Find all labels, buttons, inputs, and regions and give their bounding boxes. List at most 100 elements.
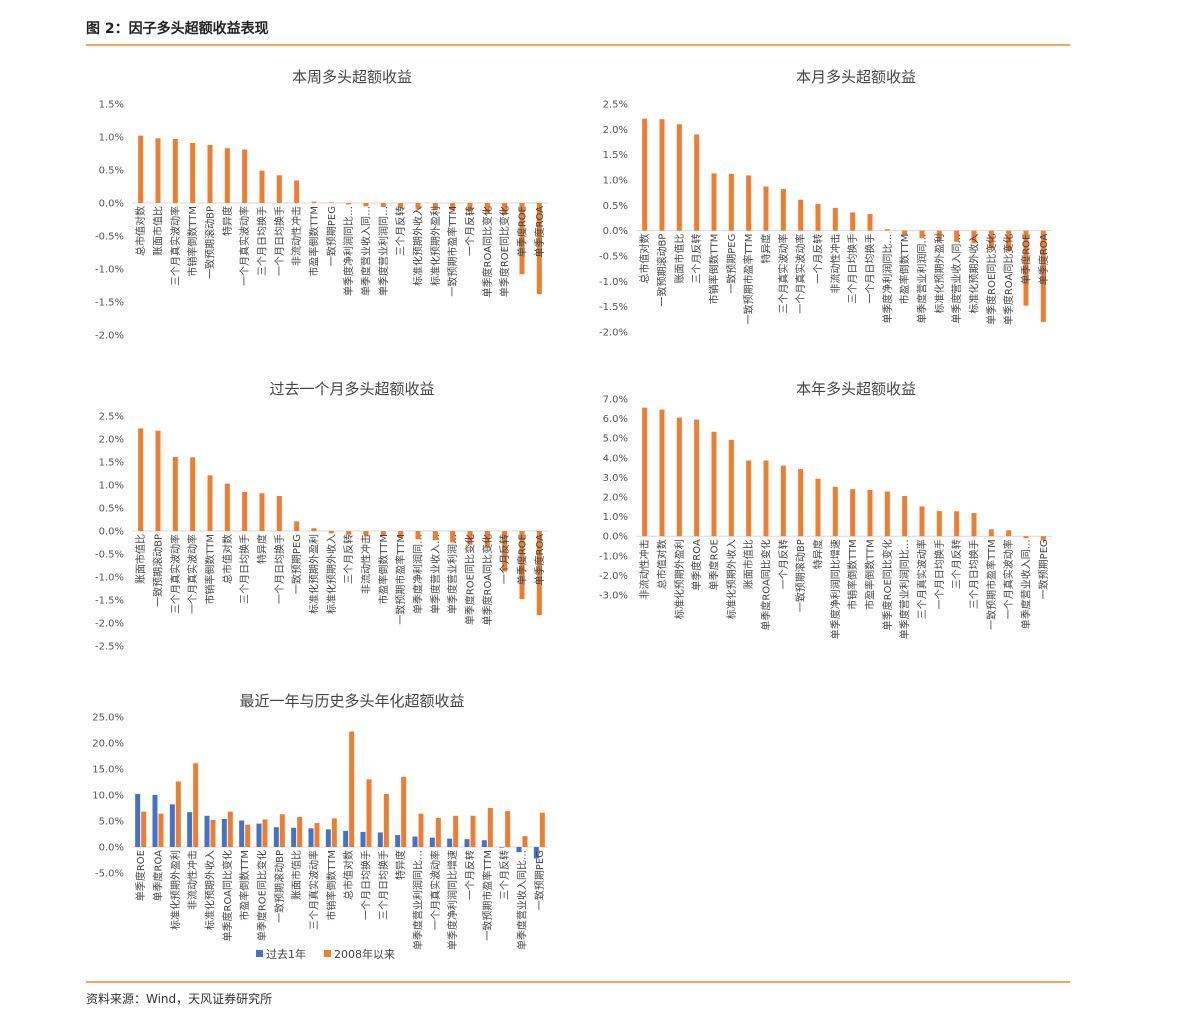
category-label: 一致预期市盈率TTM [742,234,755,325]
bar [954,230,960,242]
category-label: 单季度营业利润同… [377,206,390,296]
bar [536,531,542,616]
bar [780,465,786,537]
y-tick-label: 1.5% [603,150,628,161]
bar [138,135,144,203]
bar [936,511,942,537]
category-label: 单季度ROA [152,850,165,902]
bar [711,431,717,537]
bar [398,203,404,209]
category-label: 一个月真实波动率 [794,234,807,314]
category-label: 一致预期市盈率TTM [985,539,998,630]
bar [311,528,317,531]
bar [273,827,279,847]
category-label: 一个月日均换手 [933,539,946,609]
category-label: 单季度净利润同比增速 [446,850,459,950]
bar [259,170,265,203]
category-label: 单季度ROA同比变化 [1002,234,1015,325]
legend-label: 2008年以来 [334,947,395,961]
bar [519,531,525,600]
bar [193,763,199,847]
bar [276,496,282,531]
category-label: 三个月真实波动率 [169,206,182,286]
bar [450,531,456,543]
category-label: 三个月真实波动率 [777,234,790,314]
bar [311,201,317,203]
legend-swatch [324,950,331,957]
bar [746,175,752,231]
bar [155,138,161,203]
bar [262,819,268,847]
category-label: 三个月真实波动率 [308,850,321,930]
bar [516,847,522,853]
bar [1006,230,1012,251]
bar [363,531,369,536]
bar [676,124,682,231]
bar [227,811,233,847]
category-label: 标准化预期外盈利 [429,206,442,286]
bar [349,731,355,847]
bar [294,521,300,531]
category-label: 单季度ROE同比变化 [985,234,998,325]
bar [453,815,459,847]
bar [484,203,490,213]
y-tick-label: 10.0% [92,791,124,802]
y-tick-label: 2.5% [99,412,124,423]
bar [450,203,456,211]
bar [279,814,285,847]
bar [936,230,942,240]
bar [487,808,493,847]
category-label: 一致预期市盈率TTM [481,850,494,941]
bar [832,207,838,231]
category-label: 单季度净利润同比… [881,234,894,324]
bar [224,483,230,531]
category-label: 非流动性冲击 [638,539,651,599]
category-label: 一个月反转 [777,539,790,589]
category-label: 三个月日均换手 [256,206,269,276]
category-label: 单季度ROE [708,539,721,590]
bar [141,811,147,847]
bar [366,779,372,847]
category-label: 单季度净利润同比增速 [829,539,842,639]
bar [415,203,421,209]
y-tick-label: 0.0% [99,843,124,854]
bar [259,493,265,531]
category-label: 特异度 [221,206,234,236]
bar [245,824,251,847]
bar [1006,530,1012,537]
category-label: 一个月反转 [812,234,825,284]
bar [152,795,158,847]
bar [919,230,925,239]
bar [954,511,960,537]
bar [210,819,216,847]
category-label: 总市值对数 [221,534,234,584]
chart-title: 本月多头超额收益 [796,68,916,86]
category-label: 非流动性冲击 [829,234,842,294]
category-label: 一个月反转 [498,534,511,584]
chart-title: 本年多头超额收益 [796,380,916,398]
bar [484,531,490,548]
bar [432,203,438,210]
category-label: 市销率倒数TTM [186,206,199,277]
y-tick-label: -5.0% [95,869,124,880]
y-tick-label: 0.5% [603,201,628,212]
bar [346,203,352,205]
bar [418,813,424,847]
bar [919,506,925,537]
bar [815,478,821,537]
legend-swatch [256,950,263,957]
bar [380,203,386,207]
bar [412,836,418,847]
bar [383,793,389,847]
y-tick-label: -2.0% [95,331,124,342]
bar [971,513,977,537]
category-label: 非流动性冲击 [360,534,373,594]
bar [519,203,525,275]
category-label: 一致预期PEG [1037,539,1050,599]
category-label: 单季度营业利润同比… [898,539,911,639]
bar [467,531,473,545]
bar [447,838,453,847]
category-label: 一致预期滚动BP [152,534,165,607]
y-tick-label: 1.5% [99,100,124,111]
category-label: 市盈率倒数TTM [377,534,390,605]
